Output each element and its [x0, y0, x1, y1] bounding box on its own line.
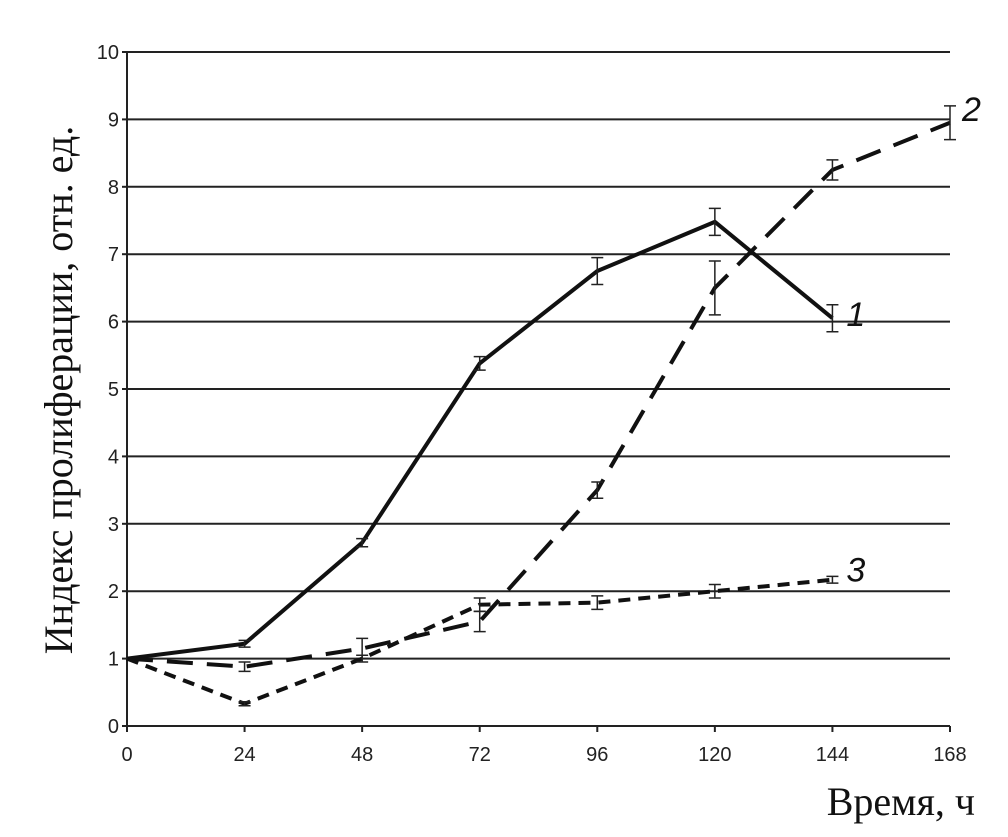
y-tick-label: 4: [108, 446, 119, 468]
y-tick-label: 8: [108, 177, 119, 199]
series-2-line: [126, 120, 951, 669]
series-2-error-bar: [708, 260, 721, 316]
x-tick-label: 24: [233, 744, 255, 766]
series-3-error-bar: [826, 575, 839, 584]
series-3-error-bar: [708, 583, 721, 599]
series-1-error-bar: [826, 304, 839, 333]
series-1-error-bar: [356, 537, 369, 548]
x-tick-label: 96: [586, 744, 608, 766]
x-tick-label: 0: [121, 744, 132, 766]
series-1-line: [126, 219, 834, 661]
series-3-error-bar: [473, 597, 486, 613]
series-1-error-bar: [591, 256, 604, 286]
series-3-error-bar: [591, 595, 604, 611]
series-2-label: 2: [961, 91, 981, 129]
y-tick-label: 9: [108, 109, 119, 131]
series-2-error-bar: [944, 105, 956, 141]
y-tick-label: 1: [108, 649, 119, 671]
y-tick-label: 0: [108, 716, 119, 738]
series-1-error-bar: [238, 639, 251, 648]
x-tick-label: 168: [933, 744, 966, 766]
series-3-label: 3: [846, 552, 865, 590]
series-2-error-bar: [826, 159, 839, 181]
y-tick-label: 5: [108, 379, 119, 401]
series-3-error-bar: [238, 700, 251, 707]
series-1-error-bar: [473, 355, 486, 371]
y-tick-label: 7: [108, 244, 119, 266]
y-tick-label: 10: [97, 42, 119, 64]
series-1-error-bar: [708, 207, 721, 237]
series-2-error-bar: [591, 481, 604, 499]
x-tick-label: 144: [816, 744, 849, 766]
x-tick-label: 120: [698, 744, 731, 766]
y-axis-label: Индекс пролиферации, отн. ед.: [36, 126, 81, 654]
series-1-label: 1: [846, 296, 865, 334]
series-2-error-bar: [238, 661, 251, 673]
x-tick-label: 72: [469, 744, 491, 766]
y-tick-label: 3: [108, 514, 119, 536]
y-tick-label: 2: [108, 581, 119, 603]
x-axis-label: Время, ч: [827, 779, 975, 824]
x-tick-label: 48: [351, 744, 373, 766]
series-3-error-bar: [356, 654, 369, 663]
y-tick-label: 6: [108, 312, 119, 334]
